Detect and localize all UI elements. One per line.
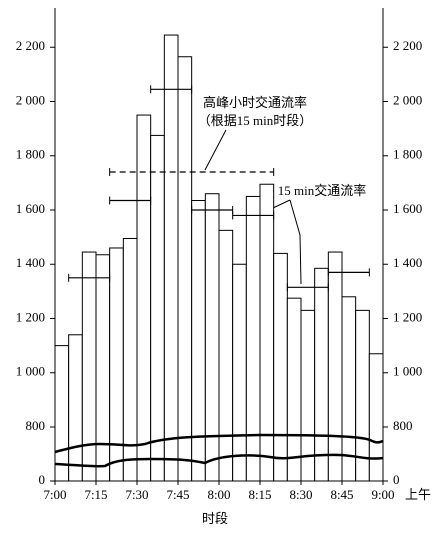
- bar: [314, 267, 329, 482]
- x-tick-label: 8:30: [289, 487, 312, 502]
- y-tick-label-right: 0: [393, 472, 400, 487]
- y-tick-label: 0: [39, 472, 46, 487]
- y-tick-label-right: 1 200: [393, 309, 422, 324]
- bar: [232, 263, 247, 482]
- x-tick-label: 9:00: [371, 487, 394, 502]
- y-tick-label: 1 400: [16, 255, 45, 270]
- y-tick-label: 1 200: [16, 309, 45, 324]
- bar: [245, 195, 261, 482]
- annotation: （根据15 min时段）: [198, 113, 312, 128]
- bar: [286, 297, 302, 482]
- bar: [368, 353, 384, 482]
- bar: [177, 56, 193, 482]
- bar: [68, 334, 83, 482]
- y-tick-label: 2 000: [16, 92, 45, 107]
- y-tick-label-right: 1 600: [393, 201, 422, 216]
- x-tick-label: 8:15: [248, 487, 271, 502]
- y-tick-label-right: 1 800: [393, 147, 422, 162]
- x-tick-label: 7:30: [125, 487, 148, 502]
- y-tick-label-right: 2 200: [393, 38, 422, 53]
- y-tick-label: 800: [26, 418, 46, 433]
- x-tick-label: 7:45: [166, 487, 189, 502]
- bar: [150, 134, 165, 482]
- bar: [204, 193, 220, 482]
- leader-line: [289, 199, 302, 285]
- y-tick-label-right: 800: [393, 418, 413, 433]
- x-tick-label: 7:00: [43, 487, 66, 502]
- y-tick-label-right: 1 400: [393, 255, 422, 270]
- bar: [327, 251, 343, 482]
- y-tick-label: 1 600: [16, 201, 45, 216]
- bar: [95, 254, 111, 482]
- x-axis-label: 时段: [202, 511, 228, 526]
- axis-break: [54, 453, 384, 468]
- x-tick-label: 8:45: [330, 487, 353, 502]
- bar: [218, 229, 234, 482]
- axis-break: [54, 433, 384, 454]
- bar: [273, 252, 288, 482]
- y-tick-label-right: 2 000: [393, 92, 422, 107]
- x-axis-suffix: 上午: [405, 487, 431, 502]
- annotation: 高峰小时交通流率: [203, 95, 307, 110]
- bar: [54, 345, 70, 482]
- y-tick-label: 1 800: [16, 147, 45, 162]
- y-tick-label-right: 1 000: [393, 364, 422, 379]
- bar: [191, 200, 206, 482]
- y-tick-label: 2 200: [16, 38, 45, 53]
- bar: [259, 183, 275, 482]
- annotation: 15 min交通流率: [278, 183, 366, 198]
- bar: [355, 309, 370, 482]
- bar: [341, 296, 357, 482]
- x-tick-label: 8:00: [207, 487, 230, 502]
- bar: [136, 114, 152, 482]
- y-tick-label: 1 000: [16, 364, 45, 379]
- x-tick-label: 7:15: [84, 487, 107, 502]
- leader-line: [204, 129, 227, 171]
- bar: [163, 34, 179, 482]
